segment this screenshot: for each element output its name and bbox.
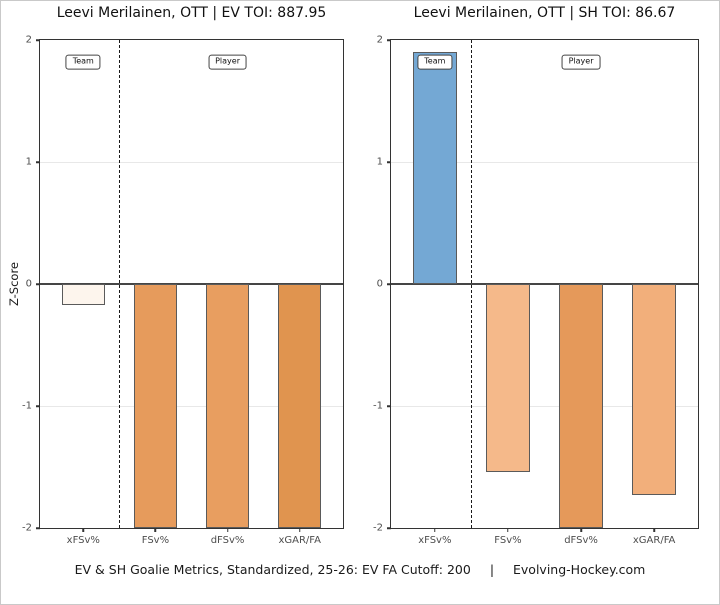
- y-tick-label: 1: [25, 156, 32, 168]
- chart-title-sh: Leevi Merilainen, OTT | SH TOI: 86.67: [413, 5, 676, 21]
- y-tick-label: 0: [25, 278, 32, 290]
- caption-metrics: EV & SH Goalie Metrics, Standardized, 25…: [74, 562, 471, 577]
- bar-xFSv%: [412, 52, 457, 284]
- x-tick-label: FSv%: [494, 535, 522, 546]
- x-tick-label: xGAR/FA: [632, 535, 676, 546]
- bar-xFSv%: [61, 284, 105, 305]
- chart-title-ev: Leevi Merilainen, OTT | EV TOI: 887.95: [56, 5, 327, 21]
- y-tick-mark: [36, 527, 40, 529]
- x-tick-mark: [434, 528, 436, 532]
- x-tick-mark: [298, 528, 301, 532]
- zero-line: [391, 283, 698, 285]
- gridline: [40, 162, 343, 163]
- y-tick-label: 2: [25, 34, 32, 46]
- gridline: [391, 162, 698, 163]
- x-tick-mark: [154, 528, 157, 532]
- x-tick-label: xFSv%: [66, 535, 100, 546]
- x-tick-label: xGAR/FA: [278, 535, 321, 546]
- y-tick-label: -2: [373, 522, 383, 534]
- section-separator-line: [471, 40, 473, 528]
- bar-FSv%: [486, 284, 530, 472]
- gridline: [391, 406, 698, 407]
- y-tick-mark: [387, 405, 391, 407]
- bar-dFSv%: [205, 284, 250, 528]
- x-tick-label: dFSv%: [564, 535, 598, 546]
- y-tick-mark: [387, 161, 391, 163]
- y-tick-mark: [387, 39, 391, 41]
- y-tick-label: -2: [22, 522, 32, 534]
- player-label: Player: [561, 54, 601, 70]
- x-tick-mark: [580, 528, 582, 532]
- caption: EV & SH Goalie Metrics, Standardized, 25…: [1, 562, 719, 577]
- y-tick-mark: [387, 283, 391, 285]
- y-tick-label: 0: [376, 278, 383, 290]
- bar-FSv%: [133, 284, 178, 528]
- y-tick-label: -1: [373, 400, 383, 412]
- y-tick-label: -1: [22, 400, 32, 412]
- player-label: Player: [208, 54, 248, 70]
- x-tick-label: dFSv%: [210, 535, 245, 546]
- caption-separator: |: [489, 562, 495, 577]
- y-tick-mark: [36, 283, 40, 285]
- gridline: [40, 406, 343, 407]
- y-tick-mark: [387, 527, 391, 529]
- y-axis-title: Z-Score: [7, 261, 21, 307]
- y-tick-label: 2: [376, 34, 383, 46]
- zero-line: [40, 283, 343, 285]
- y-tick-mark: [36, 161, 40, 163]
- x-tick-mark: [82, 528, 85, 532]
- bar-dFSv%: [559, 284, 603, 528]
- x-tick-label: xFSv%: [418, 535, 452, 546]
- plot-panel-sh: 2 1 0 -1 -2 xFSv% FSv% dFSv% xGAR/FA Team Player: [373, 35, 699, 546]
- x-tick-mark: [226, 528, 229, 532]
- team-label: Team: [417, 54, 453, 70]
- y-tick-mark: [36, 405, 40, 407]
- bar-xGAR/FA: [632, 284, 677, 496]
- y-tick-label: 1: [376, 156, 383, 168]
- plot-panel-ev: 2 1 0 -1 -2 xFSv% FSv% dFSv% xGAR/FA Team Player: [22, 35, 344, 546]
- x-tick-mark: [653, 528, 655, 532]
- team-label: Team: [65, 54, 101, 70]
- chart-sh: Leevi Merilainen, OTT | SH TOI: 86.67 2 1…: [373, 1, 699, 561]
- x-tick-mark: [507, 528, 509, 532]
- chart-ev: Leevi Merilainen, OTT | EV TOI: 887.95 2…: [22, 1, 344, 561]
- bar-xGAR/FA: [278, 284, 322, 528]
- caption-site: Evolving-Hockey.com: [513, 562, 646, 577]
- y-tick-mark: [36, 39, 40, 41]
- x-tick-label: FSv%: [141, 535, 170, 546]
- section-separator-line: [119, 40, 121, 528]
